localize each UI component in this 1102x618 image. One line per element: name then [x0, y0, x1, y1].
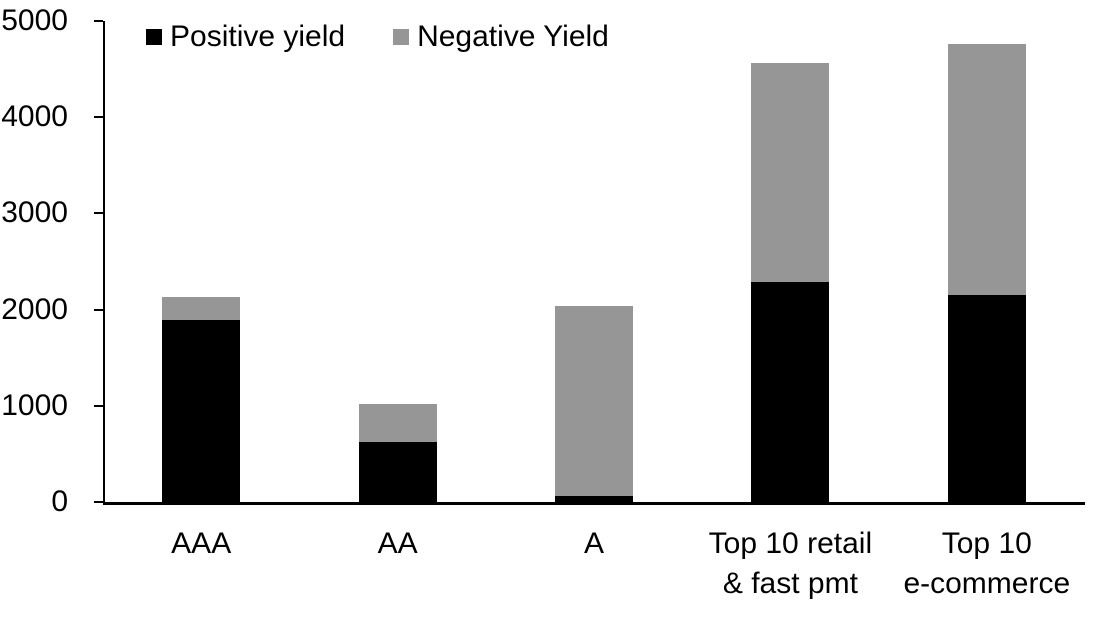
bar-segment-positive-a	[555, 496, 633, 502]
legend-label: Negative Yield	[417, 20, 609, 53]
x-axis-label-aa: AA	[377, 527, 418, 560]
y-axis-tick	[94, 20, 103, 23]
bar-segment-positive-aa	[358, 442, 437, 502]
y-axis-tick	[94, 212, 103, 215]
y-axis-tick-label: 5000	[1, 4, 68, 37]
x-axis-label-aaa: AAA	[171, 527, 232, 560]
bar-segment-negative-aa	[358, 404, 437, 443]
y-axis-tick-label: 1000	[1, 388, 68, 422]
y-axis-labels: 0 1000 2000 3000 4000 5000	[0, 4, 68, 518]
y-axis-tick	[94, 116, 103, 119]
y-axis-tick-label: 4000	[1, 100, 68, 134]
bar-segment-positive-top-10-retail-fast-pmt	[751, 281, 830, 502]
bar-segment-negative-aaa	[162, 297, 241, 321]
x-axis-labels: AAA AA A Top 10 retail & fast pmt Top 10 e-c…	[0, 524, 1102, 614]
x-axis-label-top-10-retail-fast-pmt: Top 10 retail & fast pmt	[708, 527, 873, 600]
legend-label: Positive yield	[170, 20, 346, 53]
y-axis-tick-label: 3000	[1, 196, 68, 230]
bar-segment-negative-top-10-e-commerce	[947, 44, 1026, 296]
y-axis-line	[103, 21, 105, 502]
legend-item: Negative Yield	[393, 20, 609, 54]
x-axis-label-a: A	[583, 527, 604, 560]
y-axis-tick-label: 0	[51, 485, 68, 518]
plot-area	[94, 20, 1085, 505]
y-axis-tick	[94, 308, 103, 311]
bar-segment-positive-aaa	[162, 320, 241, 502]
x-axis-label-top-10-e-commerce: Top 10 e-commerce	[903, 527, 1071, 600]
bar-segment-positive-top-10-e-commerce	[947, 295, 1026, 502]
y-axis-tick-label: 2000	[1, 292, 68, 326]
legend-swatch-icon	[393, 29, 410, 45]
bar-segment-negative-a	[555, 305, 633, 497]
y-axis-tick	[94, 404, 103, 407]
chart-legend: Positive yield Negative Yield	[146, 19, 609, 55]
legend-swatch-icon	[146, 29, 162, 45]
legend-item: Positive yield	[146, 20, 345, 54]
bar-segment-negative-top-10-retail-fast-pmt	[751, 63, 830, 282]
y-axis-tick	[94, 501, 103, 503]
x-axis-line	[103, 502, 1085, 505]
